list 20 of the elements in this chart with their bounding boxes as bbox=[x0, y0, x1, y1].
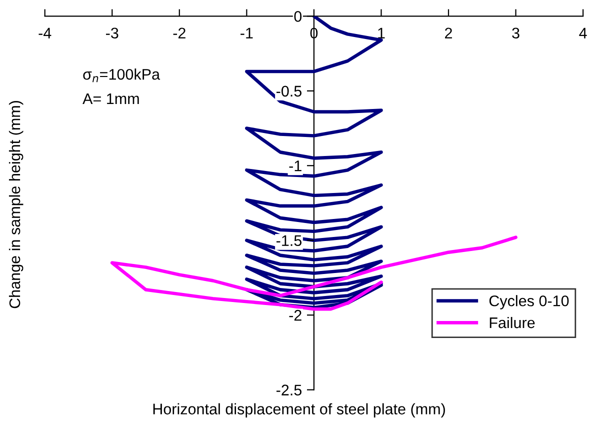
y-tick-label: -1.5 bbox=[276, 235, 302, 246]
x-tick-label: 2 bbox=[445, 28, 452, 38]
x-tick-label: 1 bbox=[378, 28, 385, 38]
x-tick-label: -2 bbox=[173, 28, 186, 38]
y-tick-label: 0 bbox=[294, 11, 302, 22]
y-tick-label: -2 bbox=[289, 310, 302, 321]
legend-label: Cycles 0-10 bbox=[489, 295, 569, 310]
annotation: A= 1mm bbox=[82, 93, 139, 104]
legend-label: Failure bbox=[490, 316, 535, 328]
y-axis-title: Change in sample height (mm) bbox=[8, 100, 24, 308]
x-axis-title: Horizontal displacement of steel plate (mm) bbox=[153, 403, 445, 418]
y-tick-label: -1 bbox=[289, 160, 302, 172]
annotation: σ$_{n}$=100kPa bbox=[83, 68, 160, 82]
x-tick-label: -4 bbox=[38, 28, 52, 38]
x-tick-label: 3 bbox=[512, 28, 520, 39]
x-tick-label: -1 bbox=[240, 28, 253, 38]
y-tick-label: -2.5 bbox=[276, 384, 302, 396]
x-tick-label: 4 bbox=[579, 28, 587, 38]
x-tick-label: -3 bbox=[106, 28, 118, 39]
y-tick-label: -0.5 bbox=[276, 86, 302, 97]
